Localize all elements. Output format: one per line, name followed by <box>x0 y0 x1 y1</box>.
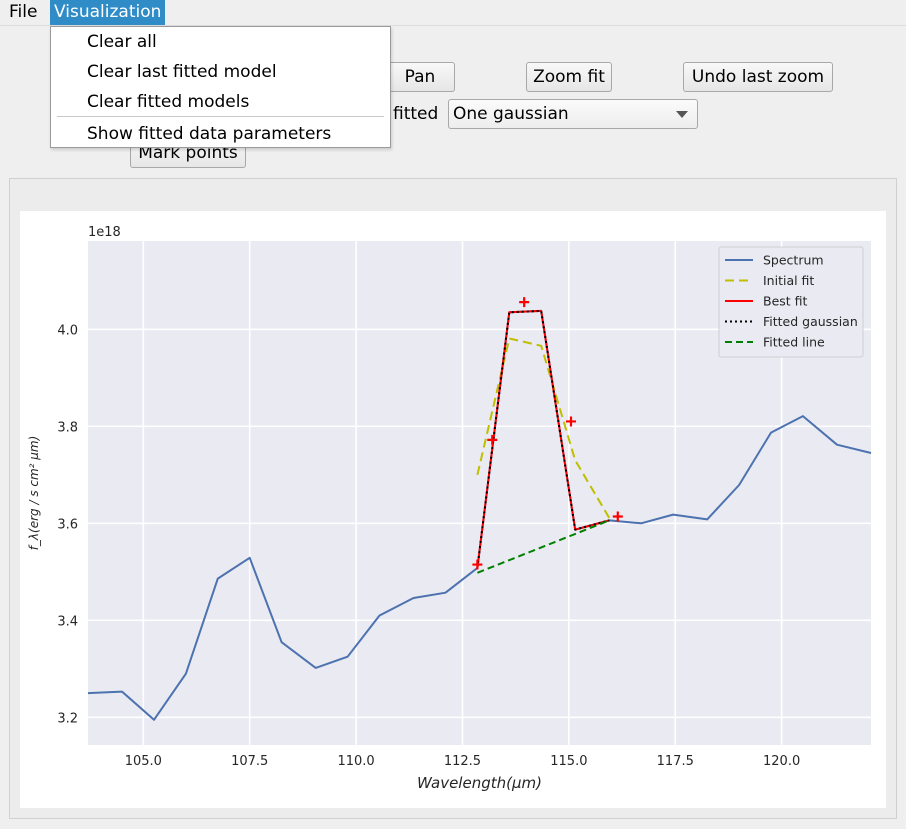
legend-label: Best fit <box>763 294 808 309</box>
menu-item-clear-all[interactable]: Clear all <box>87 32 157 52</box>
x-tick-label: 115.0 <box>550 754 587 769</box>
visualization-dropdown: Clear all Clear last fitted model Clear … <box>50 26 391 148</box>
y-tick-label: 3.2 <box>57 711 78 726</box>
model-select[interactable]: One gaussian <box>448 99 698 129</box>
x-axis-label: Wavelength(μm) <box>417 774 542 792</box>
series-fitted-line <box>477 519 610 574</box>
pan-button[interactable]: Pan <box>385 62 455 92</box>
x-tick-label: 110.0 <box>337 754 374 769</box>
marked-point[interactable] <box>487 434 498 445</box>
menu-separator <box>57 116 384 117</box>
y-axis-label: f_λ(erg / s cm² μm) <box>27 436 41 551</box>
legend-label: Fitted gaussian <box>763 314 858 329</box>
x-tick-label: 112.5 <box>444 754 481 769</box>
model-select-value: One gaussian <box>453 104 569 124</box>
chevron-down-icon <box>676 111 688 118</box>
menu-file[interactable]: File <box>9 2 38 22</box>
y-tick-label: 4.0 <box>57 323 78 338</box>
menu-bar: File Visualization <box>0 0 906 26</box>
y-tick-label: 3.6 <box>57 517 78 532</box>
legend-box <box>718 246 864 358</box>
plot-canvas[interactable]: 105.0 107.5 110.0 112.5 115.0 117.5 120.0 3.2 3.… <box>20 211 886 808</box>
spectrum-chart: 105.0 107.5 110.0 112.5 115.0 117.5 120.0 3.2 3.… <box>27 225 872 792</box>
menu-item-clear-fitted-models[interactable]: Clear fitted models <box>87 92 250 112</box>
y-offset-label: 1e18 <box>88 225 121 240</box>
x-tick-label: 107.5 <box>231 754 268 769</box>
x-tick-label: 120.0 <box>763 754 800 769</box>
legend-label: Spectrum <box>763 253 824 268</box>
series-initial-fit <box>476 337 611 519</box>
marked-point[interactable] <box>565 416 576 427</box>
series-fitted-gaussian <box>476 309 610 569</box>
marked-point[interactable] <box>519 297 530 308</box>
legend-label: Fitted line <box>763 335 825 350</box>
y-tick-label: 3.8 <box>57 420 78 435</box>
zoom-fit-button[interactable]: Zoom fit <box>526 62 612 92</box>
x-tick-label: 105.0 <box>125 754 162 769</box>
menu-visualization[interactable]: Visualization <box>50 0 166 25</box>
x-tick-label: 117.5 <box>657 754 694 769</box>
undo-last-zoom-button[interactable]: Undo last zoom <box>683 62 833 92</box>
legend-label: Initial fit <box>763 273 814 288</box>
marked-point[interactable] <box>472 559 483 570</box>
y-tick-label: 3.4 <box>57 614 78 629</box>
marked-point[interactable] <box>612 511 623 522</box>
menu-item-clear-last-fitted-model[interactable]: Clear last fitted model <box>87 62 277 82</box>
menu-item-show-fitted-data-parameters[interactable]: Show fitted data parameters <box>87 124 332 144</box>
fitted-model-label: fitted <box>393 104 439 124</box>
